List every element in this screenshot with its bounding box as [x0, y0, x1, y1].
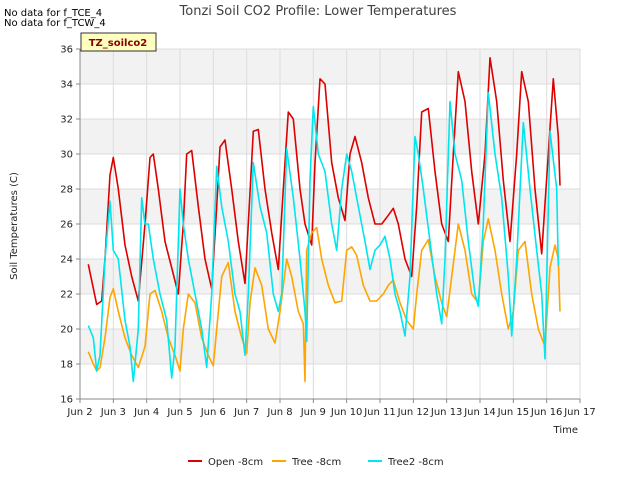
legend: Open -8cm Tree -8cm Tree2 -8cm — [188, 457, 444, 468]
x-tick-label: Jun 3 — [100, 407, 126, 418]
tz-soilco2-box-bg — [80, 32, 157, 52]
y-tick-label: 26 — [60, 220, 73, 231]
y-tick-label: 20 — [60, 325, 73, 336]
y-tick-label: 22 — [60, 290, 73, 301]
legend-label: Tree -8cm — [291, 457, 341, 468]
y-tick-label: 34 — [60, 80, 73, 91]
legend-item: Tree -8cm — [272, 457, 341, 468]
y-axis-label: Soil Temperatures (C) — [9, 172, 20, 280]
grid-band — [80, 294, 580, 329]
tz-soilco2-box: TZ_soilco2 — [80, 32, 157, 52]
y-tick-label: 24 — [60, 255, 73, 266]
tz-soilco2-box-label: TZ_soilco2 — [89, 38, 148, 49]
series-line-tree-8cm — [87, 218, 561, 383]
y-tick-label: 36 — [60, 45, 73, 56]
x-tick-label: Jun 17 — [563, 407, 596, 418]
x-tick-label: Jun 7 — [233, 407, 259, 418]
x-tick-label: Jun 12 — [397, 407, 430, 418]
y-tick-label: 32 — [60, 115, 73, 126]
series-line-open-8cm — [87, 56, 561, 306]
x-tick-label: Jun 5 — [166, 407, 192, 418]
no-data-note-2: No data for f_TCW_4 — [4, 18, 106, 29]
legend-item: Open -8cm — [188, 457, 263, 468]
x-tick-label: Jun 10 — [330, 407, 363, 418]
axes: 16 18 20 22 24 26 28 30 32 34 36 Jun 2 Jun 3 Jun 4 Jun… — [60, 45, 596, 419]
grid-band — [80, 364, 580, 399]
x-tick-label: Jun 9 — [300, 407, 326, 418]
grid-band — [80, 49, 580, 84]
chart-title: Tonzi Soil CO2 Profile: Lower Temperatur… — [179, 4, 457, 19]
x-tick-label: Jun 4 — [133, 407, 159, 418]
y-tick-label: 18 — [60, 360, 73, 371]
legend-label: Open -8cm — [208, 457, 263, 468]
grid-band — [80, 329, 580, 364]
y-tick-label: 16 — [60, 395, 73, 406]
x-tick-label: Jun 15 — [497, 407, 530, 418]
series-line-tree2-8cm — [87, 92, 560, 383]
x-tick-label: Jun 13 — [430, 407, 463, 418]
no-data-note-1: No data for f_TCE_4 — [4, 8, 103, 19]
series-layer — [87, 56, 561, 383]
x-tick-label: Jun 14 — [463, 407, 496, 418]
x-tick-label: Jun 8 — [266, 407, 292, 418]
y-tick-label: 30 — [60, 150, 73, 161]
y-tick-label: 28 — [60, 185, 73, 196]
x-tick-label: Jun 16 — [530, 407, 563, 418]
x-tick-label: Jun 6 — [200, 407, 226, 418]
grid-band — [80, 84, 580, 119]
grid-lines — [79, 48, 581, 400]
x-tick-label: Jun 2 — [66, 407, 92, 418]
x-tick-label: Jun 11 — [363, 407, 396, 418]
grid-bands — [80, 49, 580, 399]
legend-label: Tree2 -8cm — [387, 457, 444, 468]
x-axis-label: Time — [553, 425, 578, 436]
legend-item: Tree2 -8cm — [368, 457, 444, 468]
